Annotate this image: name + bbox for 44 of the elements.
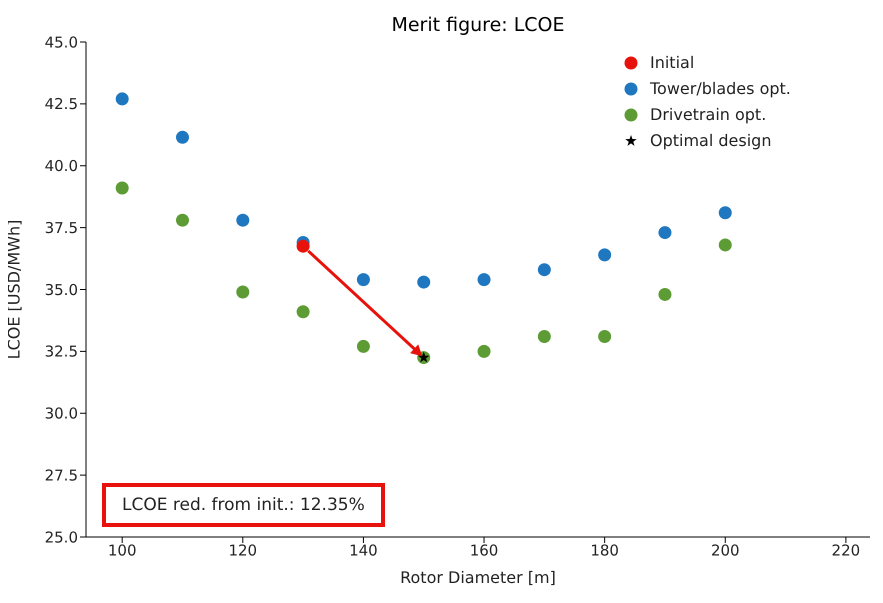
x-tick-label: 160 <box>470 542 498 560</box>
legend-label: Tower/blades opt. <box>650 78 791 100</box>
y-tick-label: 25.0 <box>44 528 78 546</box>
chart-title: Merit figure: LCOE <box>390 14 566 36</box>
point <box>236 214 250 227</box>
x-tick-label: 200 <box>710 542 740 560</box>
x-tick-label: 100 <box>108 542 137 560</box>
legend-label: Drivetrain opt. <box>650 104 766 126</box>
y-tick-label: 40.0 <box>44 157 78 176</box>
point <box>116 182 129 195</box>
point <box>296 305 310 318</box>
point <box>478 273 491 286</box>
point <box>538 330 551 344</box>
x-axis-title: Rotor Diameter [m] <box>400 568 556 587</box>
point <box>176 130 189 144</box>
point <box>176 214 189 227</box>
point <box>417 276 430 289</box>
annotation: LCOE red. from init.: 12.35% <box>102 483 385 527</box>
y-tick-label: 35.0 <box>44 280 78 299</box>
point <box>598 330 612 344</box>
y-tick-label: 45.0 <box>44 33 78 52</box>
legend-label: Optimal design <box>650 130 772 152</box>
point <box>658 288 672 301</box>
point <box>538 263 551 276</box>
y-tick-label: 30.0 <box>44 404 78 423</box>
point <box>236 285 250 298</box>
y-tick-label: 32.5 <box>44 342 78 361</box>
x-tick-label: 180 <box>590 542 619 560</box>
point <box>598 248 612 262</box>
y-tick-label: 37.5 <box>44 218 78 237</box>
point <box>356 340 370 353</box>
point <box>356 273 370 286</box>
point <box>478 344 491 358</box>
x-tick-label: 120 <box>228 542 258 560</box>
y-tick-label: 27.5 <box>44 466 78 484</box>
legend-label: Initial <box>650 52 694 74</box>
point <box>718 238 732 252</box>
x-tick-label: 220 <box>832 542 860 560</box>
point <box>116 92 129 106</box>
point <box>296 240 310 253</box>
point <box>658 226 672 240</box>
point <box>718 206 732 220</box>
x-tick-label: 140 <box>349 542 378 560</box>
y-tick-label: 42.5 <box>44 95 78 114</box>
